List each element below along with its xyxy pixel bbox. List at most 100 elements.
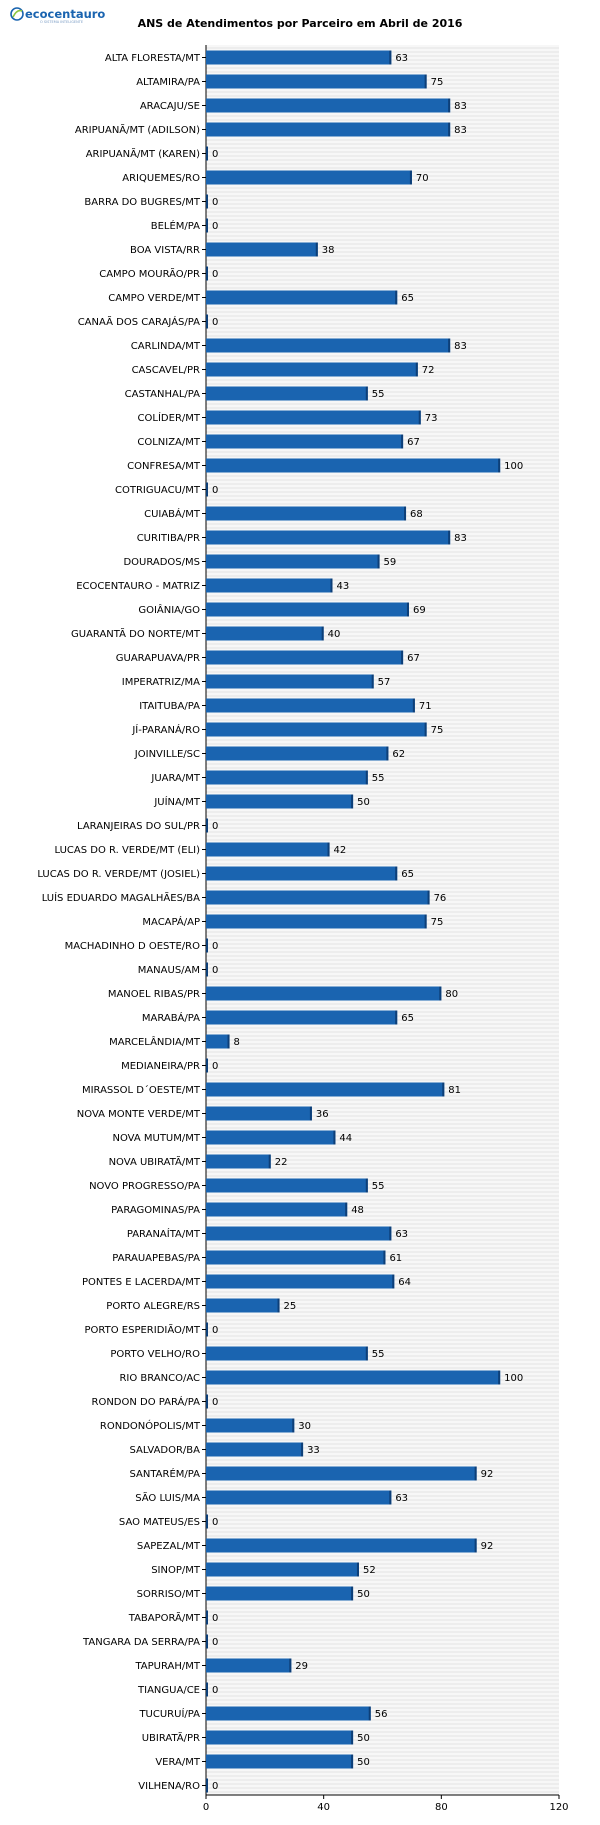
bar xyxy=(206,74,427,89)
category-label: TANGARA DA SERRA/PA xyxy=(82,1637,200,1648)
bar xyxy=(206,386,368,401)
value-label: 63 xyxy=(395,1229,408,1240)
value-label: 8 xyxy=(234,1037,240,1048)
value-label: 63 xyxy=(395,53,408,64)
bar-row: TAPURAH/MT 29 xyxy=(134,1658,308,1673)
bar-row: JOINVILLE/SC 62 xyxy=(134,746,405,761)
bar-row: ECOCENTAURO - MATRIZ 43 xyxy=(76,578,349,593)
bar-edge xyxy=(356,1562,359,1577)
bar-row: PARAGOMINAS/PA 48 xyxy=(111,1202,364,1217)
category-label: CASTANHAL/PA xyxy=(125,389,201,400)
bar-row: CAMPO MOURÃO/PR 0 xyxy=(99,266,218,281)
bar xyxy=(206,866,398,881)
value-label: 0 xyxy=(212,269,218,280)
bar-edge xyxy=(368,1706,371,1721)
bar xyxy=(206,434,404,449)
bar xyxy=(206,1226,392,1241)
bar xyxy=(206,1586,354,1601)
value-label: 100 xyxy=(504,461,523,472)
ecocentauro-logo: ecocentauro O SISTEMA INTELIGENTE xyxy=(10,7,105,24)
bar-row: VERA/MT 50 xyxy=(155,1754,370,1769)
bar xyxy=(206,698,415,713)
x-tick-label: 0 xyxy=(203,1802,209,1813)
bar xyxy=(206,1466,477,1481)
bar-edge xyxy=(442,1082,445,1097)
bar-edge xyxy=(377,554,380,569)
bar-row: LUÍS EDUARDO MAGALHÃES/BA 76 xyxy=(42,890,446,905)
bar-row: BELÉM/PA 0 xyxy=(151,218,218,233)
bar-row: CURITIBA/PR 83 xyxy=(137,530,467,545)
category-label: COTRIGUACU/MT xyxy=(115,485,201,496)
category-label: TUCURUÍ/PA xyxy=(138,1707,200,1720)
category-label: ITAITUBA/PA xyxy=(139,701,200,712)
bar xyxy=(206,1250,386,1265)
bar-row: NOVA MUTUM/MT 44 xyxy=(112,1130,352,1145)
bar-row: TANGARA DA SERRA/PA 0 xyxy=(82,1634,218,1649)
bar xyxy=(206,362,418,377)
value-label: 67 xyxy=(407,653,420,664)
bar-row: RONDON DO PARÁ/PA 0 xyxy=(92,1394,218,1409)
category-label: CAMPO MOURÃO/PR xyxy=(99,267,200,280)
value-label: 73 xyxy=(425,413,438,424)
bar xyxy=(206,722,427,737)
category-label: CANAÃ DOS CARAJÁS/PA xyxy=(78,315,200,328)
bar-edge xyxy=(206,146,208,161)
bar-row: CANAÃ DOS CARAJÁS/PA 0 xyxy=(78,314,218,329)
bar-row: VILHENA/RO 0 xyxy=(138,1778,218,1793)
bar xyxy=(206,506,407,521)
category-label: PARAGOMINAS/PA xyxy=(111,1205,200,1216)
value-label: 92 xyxy=(481,1469,494,1480)
category-label: CURITIBA/PR xyxy=(137,533,200,544)
bar-edge xyxy=(206,1610,208,1625)
bar-edge xyxy=(345,1202,348,1217)
category-label: NOVA MUTUM/MT xyxy=(112,1133,200,1144)
category-label: RIO BRANCO/AC xyxy=(119,1373,200,1384)
bar-row: MANAUS/AM 0 xyxy=(138,962,218,977)
bar-row: CAMPO VERDE/MT 65 xyxy=(108,290,414,305)
bar-edge xyxy=(206,314,208,329)
value-label: 71 xyxy=(419,701,432,712)
category-label: CUIABÁ/MT xyxy=(144,507,201,520)
bar-edge xyxy=(395,1010,398,1025)
value-label: 57 xyxy=(378,677,391,688)
bar-edge xyxy=(474,1538,477,1553)
bar xyxy=(206,1154,271,1169)
bar-row: ARIPUANÃ/MT (ADILSON) 83 xyxy=(75,122,467,137)
category-label: JÍ-PARANÁ/RO xyxy=(131,723,200,736)
category-label: PORTO ALEGRE/RS xyxy=(106,1301,200,1312)
value-label: 63 xyxy=(395,1493,408,1504)
bar-edge xyxy=(206,266,208,281)
bar-edge xyxy=(277,1298,280,1313)
bar-edge xyxy=(424,74,427,89)
bar-row: GUARAPUAVA/PR 67 xyxy=(116,650,420,665)
bar-row: ALTA FLORESTA/MT 63 xyxy=(105,50,408,65)
bar-edge xyxy=(395,290,398,305)
bar xyxy=(206,626,324,641)
bar xyxy=(206,410,421,425)
bar-edge xyxy=(498,1370,501,1385)
bar-row: TIANGUA/CE 0 xyxy=(137,1682,218,1697)
category-label: NOVA UBIRATÃ/MT xyxy=(109,1155,201,1168)
bar-edge xyxy=(404,506,407,521)
category-label: JOINVILLE/SC xyxy=(134,749,200,760)
x-tick-label: 80 xyxy=(435,1802,448,1813)
bar-edge xyxy=(383,1250,386,1265)
category-label: MEDIANEIRA/PR xyxy=(121,1061,200,1072)
category-label: ARIQUEMES/RO xyxy=(122,173,200,184)
bar-row: PORTO ESPERIDIÃO/MT 0 xyxy=(85,1322,218,1337)
bar-edge xyxy=(327,842,330,857)
category-label: BOA VISTA/RR xyxy=(130,245,200,256)
value-label: 59 xyxy=(384,557,397,568)
value-label: 38 xyxy=(322,245,335,256)
value-label: 75 xyxy=(431,725,444,736)
bar-edge xyxy=(206,818,208,833)
bar-row: LARANJEIRAS DO SUL/PR 0 xyxy=(77,818,218,833)
bar-row: PARANAÍTA/MT 63 xyxy=(127,1226,408,1241)
category-label: GUARAPUAVA/PR xyxy=(116,653,200,664)
value-label: 56 xyxy=(375,1709,388,1720)
bar xyxy=(206,1106,312,1121)
bar-edge xyxy=(448,338,451,353)
category-label: IMPERATRIZ/MA xyxy=(122,677,200,688)
bar-row: SAO MATEUS/ES 0 xyxy=(119,1514,218,1529)
value-label: 65 xyxy=(401,293,414,304)
